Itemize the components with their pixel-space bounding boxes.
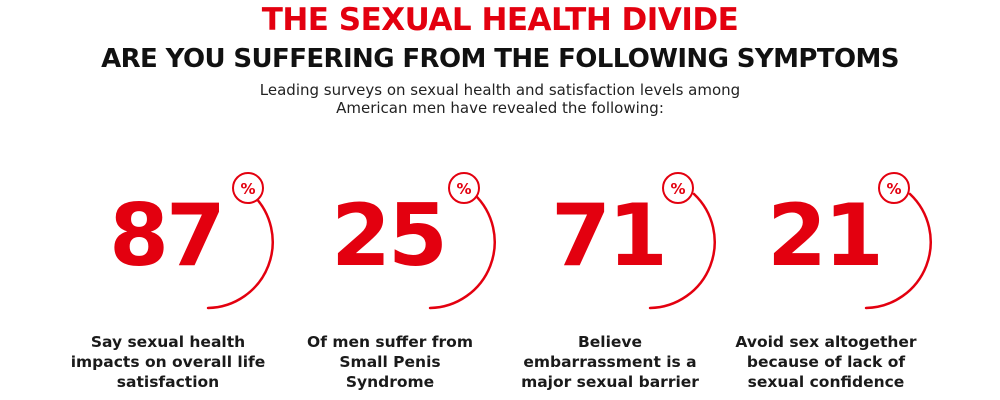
stat-value: 71 (551, 186, 665, 286)
stat-caption-line: major sexual barrier (521, 373, 699, 391)
stat-caption-line: embarrassment is a (523, 353, 697, 371)
intro-line-2: American men have revealed the following… (336, 99, 664, 117)
percent-badge (448, 172, 480, 204)
percent-symbol: % (670, 180, 685, 198)
page-subtitle: ARE YOU SUFFERING FROM THE FOLLOWING SYM… (101, 44, 899, 74)
intro-line-1: Leading surveys on sexual health and sat… (259, 81, 741, 99)
stat-arc-ring (428, 192, 496, 310)
stat-arc-ring (864, 192, 932, 310)
stat-value: 87 (109, 186, 223, 286)
stat-caption-line: Syndrome (345, 373, 435, 391)
stat-graphic: 71 % (500, 150, 720, 325)
stat-caption-line: Believe (577, 333, 643, 351)
stat-ring-graphic: 87 % (109, 172, 274, 310)
stat-card: 25 % Of men suffer from Small Penis Synd… (280, 150, 500, 400)
stat-caption-line: because of lack of (746, 353, 906, 371)
stat-caption-line: Small Penis (339, 353, 441, 371)
stat-graphic: 21 % (716, 150, 936, 325)
stat-value: 25 (331, 186, 445, 286)
stat-caption-line: Of men suffer from (307, 333, 473, 351)
stat-caption-line: Avoid sex altogether (735, 333, 917, 351)
percent-symbol: % (240, 180, 255, 198)
stat-card: 87 % Say sexual health impacts on overal… (58, 150, 278, 400)
stat-caption: Of men suffer from Small Penis Syndrome (280, 332, 500, 392)
percent-badge (878, 172, 910, 204)
percent-symbol: % (456, 180, 471, 198)
stat-graphic: 25 % (280, 150, 500, 325)
stat-caption: Say sexual health impacts on overall lif… (58, 332, 278, 392)
stat-caption-line: sexual confidence (747, 373, 905, 391)
stat-caption: Believe embarrassment is a major sexual … (500, 332, 720, 392)
percent-symbol: % (886, 180, 901, 198)
percent-badge (662, 172, 694, 204)
stat-arc-ring (648, 192, 716, 310)
stat-card: 71 % Believe embarrassment is a major se… (500, 150, 720, 400)
stat-ring-graphic: 21 % (767, 172, 932, 310)
stat-caption-line: satisfaction (116, 373, 220, 391)
stat-caption-line: impacts on overall life (70, 353, 266, 371)
page-title: THE SEXUAL HEALTH DIVIDE (261, 2, 739, 38)
stat-caption: Avoid sex altogether because of lack of … (716, 332, 936, 392)
stat-graphic: 87 % (58, 150, 278, 325)
stat-value: 21 (767, 186, 881, 286)
stat-caption-line: Say sexual health (90, 333, 246, 351)
intro-text: Leading surveys on sexual health and sat… (0, 81, 1000, 117)
stat-ring-graphic: 25 % (331, 172, 496, 310)
stat-arc-ring (206, 192, 274, 310)
percent-badge (232, 172, 264, 204)
stat-card: 21 % Avoid sex altogether because of lac… (716, 150, 936, 400)
stat-ring-graphic: 71 % (551, 172, 716, 310)
